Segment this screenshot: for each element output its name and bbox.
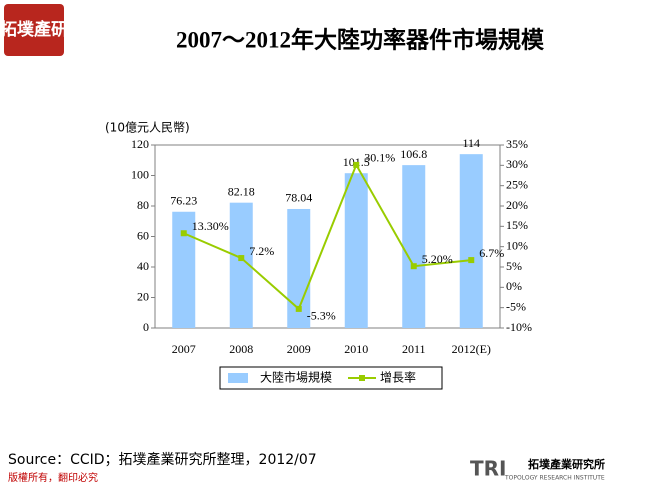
- source: Source：CCID；拓墣產業研究所整理，2012/07: [8, 451, 317, 468]
- bar-value-label: 78.04: [285, 191, 312, 205]
- line-marker: [295, 305, 302, 312]
- logo-box: [4, 4, 64, 56]
- legend-swatch: [228, 373, 248, 383]
- copyright: 版權所有，翻印必究: [8, 471, 98, 484]
- line-value-label: 13.30%: [192, 219, 229, 233]
- y2-tick-label: -5%: [506, 299, 526, 313]
- bar: [344, 173, 368, 328]
- bar: [459, 154, 483, 328]
- y2-tick-label: 15%: [506, 218, 528, 232]
- logo-text: 拓墣產研: [0, 19, 68, 40]
- bar: [172, 211, 196, 328]
- x-tick-label: 2010: [344, 342, 368, 356]
- brand-en: TOPOLOGY RESEARCH INSTITUTE: [504, 475, 605, 482]
- y-axis-label: (10億元人民幣): [105, 121, 190, 135]
- legend-label: 大陸市場規模: [260, 370, 332, 385]
- line-value-label: 5.20%: [422, 252, 453, 266]
- bar: [402, 165, 426, 328]
- legend-marker: [359, 375, 365, 381]
- bar: [229, 202, 253, 328]
- line-marker: [468, 257, 475, 264]
- line-value-label: 6.7%: [479, 246, 504, 260]
- line-value-label: -5.3%: [307, 309, 336, 323]
- y-tick-label: 20: [137, 289, 149, 303]
- line-value-label: 30.1%: [364, 151, 395, 165]
- legend-label: 增長率: [380, 370, 416, 385]
- brand: TRI: [470, 457, 506, 481]
- line-marker: [238, 255, 245, 262]
- y-tick-label: 80: [137, 198, 149, 212]
- line-marker: [410, 263, 417, 270]
- x-tick-label: 2012(E): [452, 342, 491, 356]
- bar-value-label: 76.23: [170, 193, 197, 207]
- brand-name: 拓墣產業研究所: [528, 457, 605, 471]
- x-tick-label: 2009: [287, 342, 311, 356]
- y2-tick-label: 10%: [506, 238, 528, 252]
- x-tick-label: 2007: [172, 342, 196, 356]
- x-tick-label: 2011: [402, 342, 426, 356]
- bar-value-label: 114: [462, 136, 480, 150]
- y2-tick-label: 5%: [506, 259, 522, 273]
- y2-tick-label: 30%: [506, 157, 528, 171]
- line: [183, 162, 472, 311]
- bar-value-label: 82.18: [228, 184, 255, 198]
- x-tick-label: 2008: [229, 342, 253, 356]
- chart-title: 2007～2012年大陸功率器件市場規模: [176, 26, 545, 52]
- y-tick-label: 120: [131, 137, 149, 151]
- y-tick-label: 0: [143, 320, 149, 334]
- y2-tick-label: 35%: [506, 137, 528, 151]
- legend-box: [219, 366, 443, 390]
- bar-value-label: 106.8: [400, 147, 427, 161]
- bar: [287, 208, 311, 328]
- y-tick-label: 100: [131, 167, 149, 181]
- y2-tick-label: -10%: [506, 320, 532, 334]
- line-marker: [353, 161, 360, 168]
- y-tick-label: 40: [137, 259, 149, 273]
- y2-tick-label: 20%: [506, 198, 528, 212]
- y2-tick-label: 0%: [506, 279, 522, 293]
- line-marker: [180, 230, 187, 237]
- y2-tick-label: 25%: [506, 177, 528, 191]
- line-value-label: 7.2%: [249, 244, 274, 258]
- y-tick-label: 60: [137, 228, 149, 242]
